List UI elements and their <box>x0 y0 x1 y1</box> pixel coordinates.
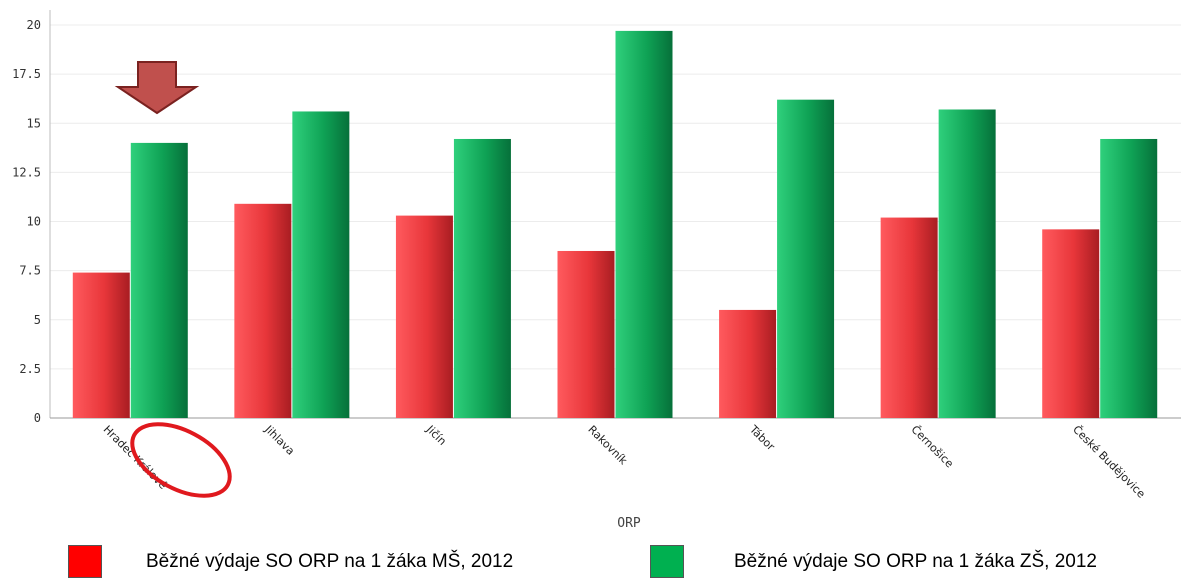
x-tick-label: Rakovník <box>585 423 630 468</box>
bar-ms <box>1042 229 1100 418</box>
x-axis-title: ORP <box>617 516 641 531</box>
legend-swatch-ms <box>68 545 102 578</box>
legend-item-ms: Běžné výdaje SO ORP na 1 žáka MŠ, 2012 <box>68 545 513 578</box>
bar-ms <box>557 250 615 418</box>
y-tick-label: 5 <box>34 313 41 327</box>
bar-ms <box>234 203 292 418</box>
bar-ms <box>719 309 777 418</box>
legend-item-zs: Běžné výdaje SO ORP na 1 žáka ZŠ, 2012 <box>650 545 1097 578</box>
y-tick-label: 10 <box>27 215 41 229</box>
y-tick-label: 7.5 <box>19 264 41 278</box>
bar-zs <box>130 142 188 418</box>
bar-zs <box>777 99 835 419</box>
y-tick-label: 12.5 <box>12 165 41 179</box>
bar-zs <box>453 138 511 418</box>
bar-zs <box>938 109 996 419</box>
legend-label-zs: Běžné výdaje SO ORP na 1 žáka ZŠ, 2012 <box>734 550 1097 572</box>
bar-ms <box>395 215 453 418</box>
legend-label-ms: Běžné výdaje SO ORP na 1 žáka MŠ, 2012 <box>146 550 514 572</box>
highlight-arrow <box>114 61 200 115</box>
bars <box>72 30 1158 419</box>
highlight-circle <box>130 422 232 498</box>
y-tick-label: 17.5 <box>12 67 41 81</box>
x-tick-label: Tábor <box>746 422 777 453</box>
bar-zs <box>292 111 350 419</box>
bar-zs <box>1100 138 1158 418</box>
x-tick-label: Jičín <box>423 422 449 448</box>
bar-ms <box>880 217 938 418</box>
y-tick-label: 0 <box>34 411 41 425</box>
legend-swatch-zs <box>650 545 684 578</box>
bar-zs <box>615 30 673 419</box>
x-tick-label: Jihlava <box>262 422 298 458</box>
bar-ms <box>72 272 130 418</box>
y-tick-label: 15 <box>27 116 41 130</box>
x-tick-label: České Budějovice <box>1070 423 1148 501</box>
y-tick-label: 20 <box>27 18 41 32</box>
y-tick-label: 2.5 <box>19 362 41 376</box>
x-tick-label: Černošice <box>909 423 957 471</box>
